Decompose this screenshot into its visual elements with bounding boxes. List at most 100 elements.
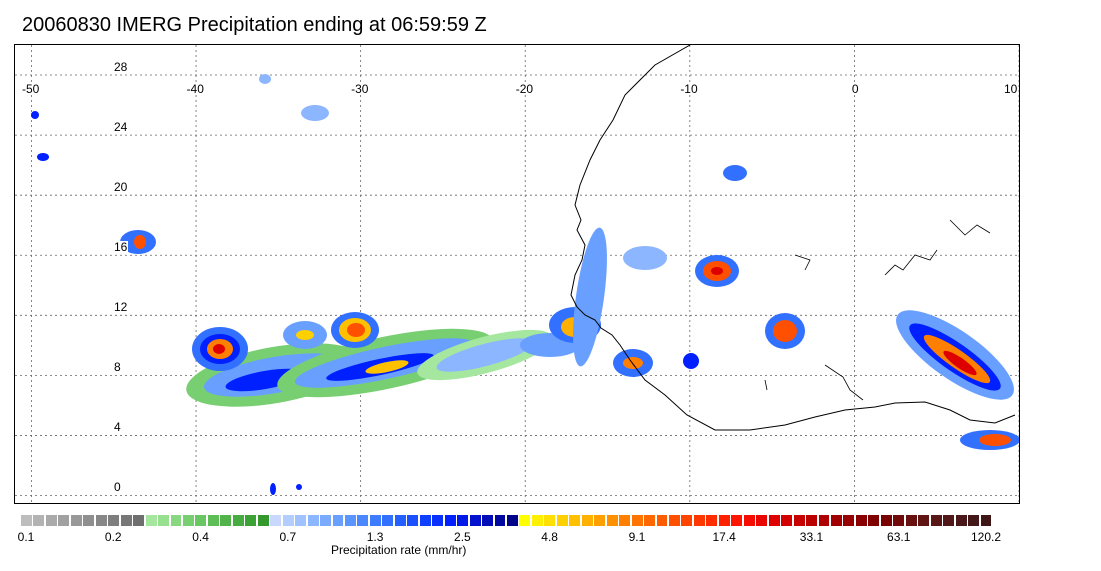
colorbar-tick-label: 2.5	[454, 530, 471, 544]
colorbar-swatch	[805, 514, 819, 527]
map-canvas	[15, 45, 1019, 503]
latitude-tick-label: 12	[113, 300, 129, 315]
colorbar-swatch	[518, 514, 532, 527]
longitude-tick-label: -40	[185, 82, 205, 96]
latitude-tick-label: 20	[113, 180, 129, 195]
colorbar-tick-label: 9.1	[628, 530, 646, 544]
colorbar-swatch	[393, 514, 407, 527]
longitude-tick-label: -20	[514, 82, 535, 96]
colorbar-swatch	[568, 514, 582, 527]
colorbar-swatch	[443, 514, 457, 527]
colorbar-swatch	[344, 514, 357, 527]
colorbar-swatch	[144, 514, 158, 527]
colorbar-swatch	[481, 514, 495, 527]
colorbar-swatch	[755, 514, 769, 527]
colorbar-swatch	[356, 514, 370, 527]
colorbar-swatch	[879, 514, 893, 527]
colorbar-swatch	[605, 514, 619, 527]
colorbar-swatch	[493, 514, 507, 527]
colorbar-swatch	[206, 514, 220, 527]
longitude-tick-label: 10	[1003, 82, 1019, 96]
colorbar-swatch	[668, 514, 681, 527]
storm-west	[192, 327, 248, 371]
colorbar-swatch	[319, 514, 333, 527]
colorbar-swatch	[780, 514, 794, 527]
colorbar-swatch	[406, 514, 420, 527]
storm-interior	[623, 165, 805, 369]
colorbar-swatch	[468, 514, 482, 527]
storm-northwest	[31, 74, 329, 495]
colorbar-swatch	[368, 514, 382, 527]
longitude-tick-label: -30	[350, 82, 370, 96]
colorbar-swatch	[57, 514, 71, 527]
storm-center	[283, 312, 379, 349]
colorbar-swatch	[655, 514, 669, 527]
colorbar-swatch	[119, 514, 133, 527]
colorbar-swatch	[742, 514, 756, 527]
colorbar-swatch	[867, 514, 881, 527]
colorbar	[20, 514, 993, 527]
colorbar-swatch	[44, 514, 58, 527]
colorbar-swatch	[792, 514, 806, 527]
colorbar-swatch	[917, 514, 931, 527]
latitude-tick-label: 24	[113, 120, 129, 135]
colorbar-swatch	[942, 514, 956, 527]
rain-band-west	[186, 328, 580, 407]
colorbar-swatch	[256, 514, 270, 527]
colorbar-swatch	[580, 514, 594, 527]
colorbar-swatch	[456, 514, 470, 527]
colorbar-swatch	[306, 514, 320, 527]
colorbar-swatch	[730, 514, 744, 527]
inland-water	[764, 219, 991, 401]
colorbar-tick-label: 0.7	[279, 530, 297, 544]
colorbar-swatch	[904, 514, 918, 527]
colorbar-swatch	[107, 514, 121, 527]
colorbar-tick-label: 120.2	[970, 530, 1002, 544]
colorbar-swatch	[630, 514, 644, 527]
latitude-tick-label: 16	[113, 240, 129, 255]
colorbar-swatch	[555, 514, 569, 527]
colorbar-tick-label: 0.4	[192, 530, 209, 544]
colorbar-tick-label: 33.1	[799, 530, 824, 544]
colorbar-swatch	[418, 514, 432, 527]
longitude-tick-label: -50	[20, 82, 41, 96]
colorbar-swatch	[219, 514, 233, 527]
colorbar-tick-label: 17.4	[712, 530, 736, 544]
colorbar-swatch	[431, 514, 445, 527]
latitude-tick-label: 0	[113, 480, 122, 495]
colorbar-label: Precipitation rate (mm/hr)	[331, 543, 467, 557]
colorbar-swatch	[294, 514, 308, 527]
colorbar-swatch	[69, 514, 83, 527]
map-title: 20060830 IMERG Precipitation ending at 0…	[22, 14, 487, 36]
colorbar-swatch	[705, 514, 719, 527]
colorbar-swatch	[194, 514, 208, 527]
colorbar-swatch	[381, 514, 395, 527]
latitude-tick-label: 28	[113, 60, 129, 75]
colorbar-swatch	[680, 514, 694, 527]
longitude-tick-label: 0	[850, 82, 860, 96]
colorbar-swatch	[929, 514, 943, 527]
coastline	[570, 45, 1016, 431]
colorbar-swatch	[132, 514, 146, 527]
precipitation-map[interactable]: -50 -40 -30 -20 -10 0 10 0 4 8 12 16 20 24 28	[14, 44, 1020, 504]
latitude-tick-label: 8	[113, 360, 122, 375]
colorbar-swatch	[643, 514, 657, 527]
colorbar-swatch	[717, 514, 731, 527]
colorbar-swatch	[979, 514, 993, 527]
colorbar-tick-label: 0.1	[17, 530, 35, 544]
colorbar-swatch	[842, 514, 856, 527]
colorbar-swatch	[767, 514, 781, 527]
colorbar-swatch	[157, 514, 171, 527]
precipitation-areas	[31, 74, 1019, 495]
colorbar-tick-label: 0.2	[104, 530, 122, 544]
colorbar-swatch	[692, 514, 706, 527]
colorbar-swatch	[830, 514, 843, 527]
latitude-tick-label: 4	[113, 420, 122, 435]
colorbar-swatch	[892, 514, 906, 527]
colorbar-tick-label: 1.3	[366, 530, 384, 544]
colorbar-swatch	[231, 514, 245, 527]
graticule	[15, 45, 1019, 503]
colorbar-swatch	[281, 514, 295, 527]
colorbar-swatch	[506, 514, 519, 527]
colorbar-swatch	[182, 514, 195, 527]
